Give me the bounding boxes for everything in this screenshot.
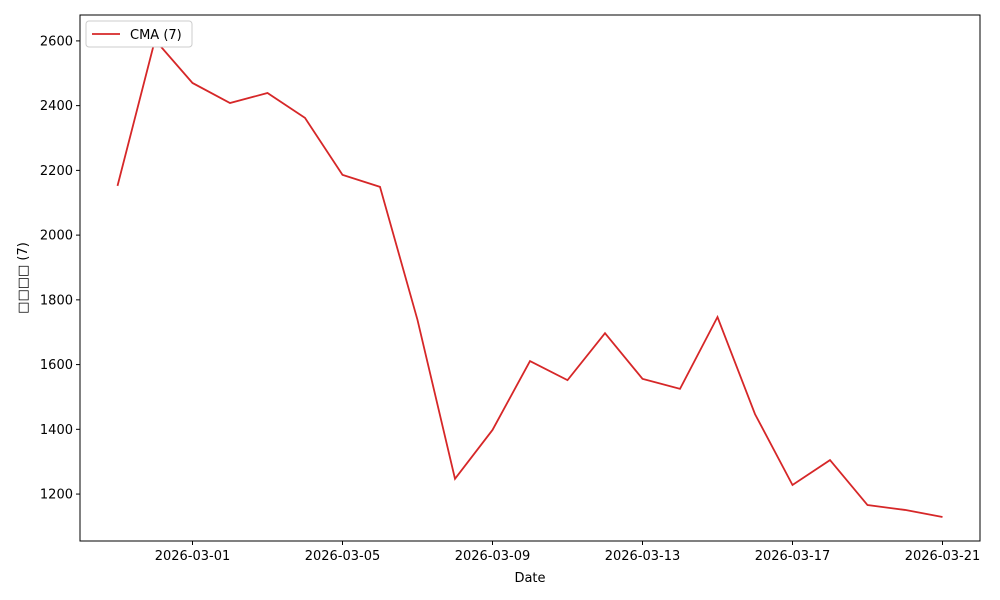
y-tick-label: 2000 — [40, 229, 73, 244]
x-axis-label: Date — [514, 571, 545, 586]
x-tick-label: 2026-03-01 — [155, 549, 231, 564]
y-tick-label: 1800 — [40, 293, 73, 308]
plot-area — [79, 14, 981, 542]
x-tick-label: 2026-03-13 — [605, 549, 681, 564]
legend-label: CMA (7) — [130, 28, 182, 43]
y-tick-label: 2200 — [40, 164, 73, 179]
line-series — [116, 38, 943, 518]
y-axis-label: □□□□ (7) — [16, 242, 31, 314]
x-tick-label: 2026-03-21 — [905, 549, 981, 564]
y-tick-label: 1600 — [40, 358, 73, 373]
x-tick-label: 2026-03-05 — [305, 549, 381, 564]
y-tick-label: 1400 — [40, 423, 73, 438]
y-tick-label: 2400 — [40, 99, 73, 114]
y-tick-label: 2600 — [40, 34, 73, 49]
y-tick-label: 1200 — [40, 488, 73, 503]
x-tick-label: 2026-03-09 — [455, 549, 531, 564]
legend-box — [85, 20, 193, 48]
x-tick-label: 2026-03-17 — [755, 549, 831, 564]
